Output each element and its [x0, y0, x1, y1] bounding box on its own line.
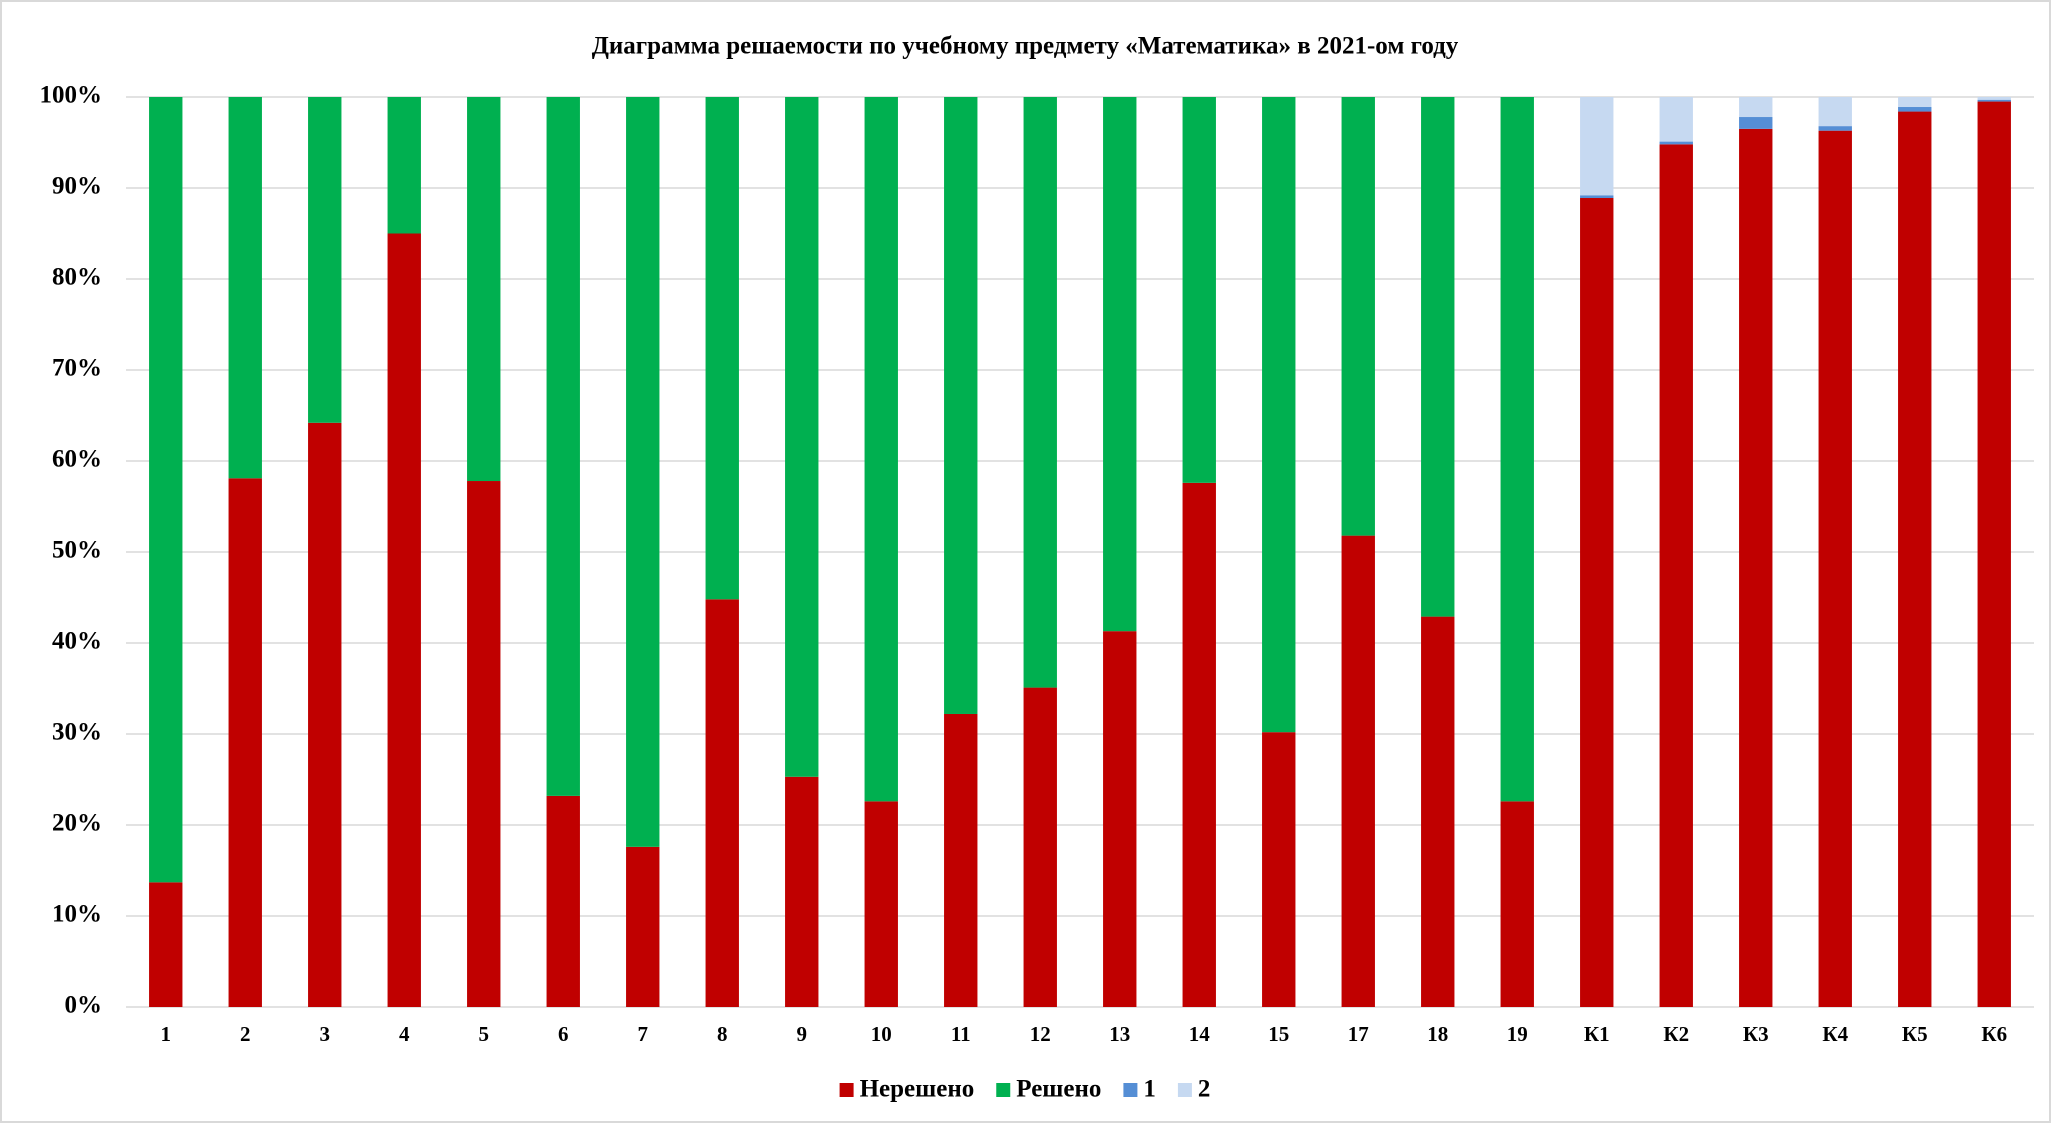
bar-segment	[1182, 482, 1216, 1008]
x-tick-label: 6	[558, 1022, 569, 1046]
legend-swatch	[839, 1083, 854, 1097]
bar-segment	[1739, 97, 1773, 118]
bar-segment	[1818, 126, 1852, 131]
y-tick-label: 20%	[52, 810, 102, 837]
legend-label: Нерешено	[860, 1076, 975, 1103]
bar-segment	[785, 776, 819, 1007]
x-tick-label: 14	[1189, 1022, 1211, 1046]
bar-segment	[1739, 128, 1773, 1008]
y-tick-label: 40%	[52, 628, 102, 655]
bar-segment	[308, 97, 342, 423]
legend-swatch	[996, 1083, 1011, 1097]
x-tick-label: 7	[638, 1022, 649, 1046]
y-tick-label: 70%	[52, 355, 102, 382]
x-tick-label: 10	[871, 1022, 892, 1046]
bar-segment	[1421, 97, 1455, 617]
y-tick-label: 10%	[52, 901, 102, 928]
x-tick-label: 9	[797, 1022, 808, 1046]
bar-segment	[1103, 97, 1137, 632]
bar-segment	[228, 478, 262, 1007]
bar-segment	[149, 882, 183, 1007]
bar-segment	[387, 233, 421, 1007]
bar-segment	[1023, 97, 1057, 688]
bar-segment	[626, 846, 660, 1007]
x-tick-label: 15	[1268, 1022, 1289, 1046]
legend-label: Решено	[1016, 1076, 1101, 1103]
bar-segment	[1421, 616, 1455, 1007]
x-tick-label: 1	[161, 1022, 172, 1046]
bar-segment	[944, 97, 978, 714]
bar-segment	[228, 97, 262, 479]
y-tick-label: 90%	[52, 173, 102, 200]
y-tick-label: 60%	[52, 446, 102, 473]
x-tick-label: К1	[1584, 1022, 1610, 1046]
bar-segment	[1500, 801, 1534, 1007]
chart-title: Диаграмма решаемости по учебному предмет…	[592, 33, 1459, 60]
x-tick-label: 8	[717, 1022, 728, 1046]
bar-segment	[387, 97, 421, 234]
bar-segment	[785, 97, 819, 777]
x-tick-label: К5	[1902, 1022, 1928, 1046]
bar-segment	[705, 599, 739, 1007]
bar-segment	[1898, 97, 1932, 108]
bar-segment	[1898, 107, 1932, 112]
bar-segment	[944, 713, 978, 1007]
bar-segment	[1659, 144, 1693, 1007]
x-tick-label: К3	[1743, 1022, 1769, 1046]
y-tick-label: 80%	[52, 264, 102, 291]
x-tick-label: 18	[1427, 1022, 1448, 1046]
bar-segment	[864, 97, 898, 802]
bar-segment	[1023, 687, 1057, 1007]
y-tick-label: 0%	[65, 992, 103, 1019]
bar-segment	[1580, 195, 1614, 199]
bar-segment	[149, 97, 183, 883]
bar-segment	[1659, 141, 1693, 145]
x-tick-label: 19	[1507, 1022, 1528, 1046]
x-tick-label: 5	[479, 1022, 490, 1046]
bar-segment	[467, 481, 501, 1007]
x-tick-label: 12	[1030, 1022, 1051, 1046]
bar-segment	[1580, 198, 1614, 1007]
x-tick-label: К4	[1822, 1022, 1848, 1046]
bar-segment	[1341, 535, 1375, 1007]
x-tick-label: 3	[320, 1022, 331, 1046]
y-tick-label: 30%	[52, 719, 102, 746]
bar-segment	[1341, 97, 1375, 536]
legend-swatch	[1177, 1083, 1192, 1097]
bar-segment	[467, 97, 501, 482]
bar-segment	[546, 97, 580, 796]
x-tick-label: К6	[1981, 1022, 2007, 1046]
x-tick-label: К2	[1663, 1022, 1689, 1046]
legend-label: 2	[1198, 1076, 1211, 1103]
bar-segment	[1818, 97, 1852, 127]
y-tick-label: 100%	[40, 82, 103, 109]
bar-segment	[1898, 111, 1932, 1007]
bar-segment	[1977, 101, 2011, 1008]
bar-segment	[864, 801, 898, 1007]
bar-segment	[1659, 97, 1693, 142]
bar-segment	[705, 97, 739, 600]
bar-segment	[1500, 97, 1534, 802]
x-tick-label: 13	[1109, 1022, 1130, 1046]
bar-segment	[1262, 97, 1296, 733]
bar-segment	[546, 795, 580, 1007]
x-tick-label: 11	[951, 1022, 971, 1046]
bar-segment	[1977, 99, 2011, 102]
y-tick-label: 50%	[52, 537, 102, 564]
bar-segment	[626, 97, 660, 847]
x-tick-label: 4	[399, 1022, 410, 1046]
x-tick-label: 17	[1348, 1022, 1369, 1046]
bar-segment	[1182, 97, 1216, 483]
legend-swatch	[1123, 1083, 1138, 1097]
bar-segment	[1818, 130, 1852, 1008]
bar-segment	[1739, 117, 1773, 129]
legend-label: 1	[1143, 1076, 1156, 1103]
bar-segment	[1580, 97, 1614, 196]
bar-segment	[308, 422, 342, 1007]
bar-segment	[1103, 631, 1137, 1007]
x-tick-label: 2	[240, 1022, 251, 1046]
bar-segment	[1977, 97, 2011, 100]
bar-segment	[1262, 732, 1296, 1007]
